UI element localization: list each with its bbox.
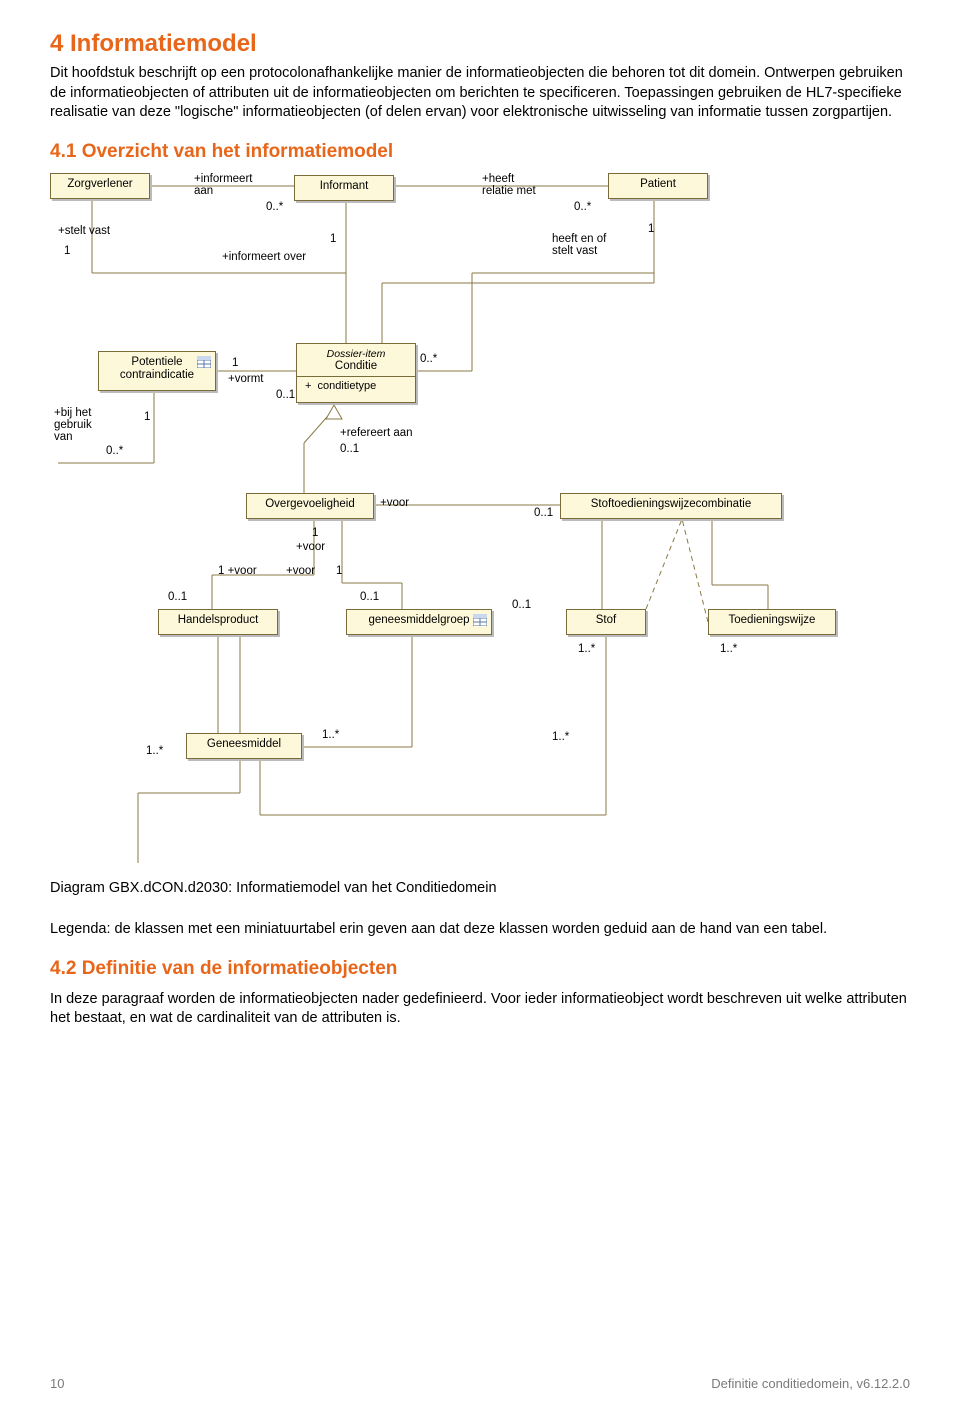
uml-label: 1..* (578, 643, 595, 655)
uml-label: 1 (144, 411, 150, 423)
uml-label: +heeftrelatie met (482, 173, 536, 197)
chapter-title: 4 Informatiemodel (50, 30, 910, 58)
uml-class-stofcombi: Stoftoedieningswijzecombinatie (560, 493, 782, 519)
mini-table-icon (473, 614, 487, 630)
uml-label: 1..* (146, 745, 163, 757)
uml-label: 1 (330, 233, 336, 245)
uml-class-potcontra: Potentielecontraindicatie (98, 351, 216, 391)
footer-page-number: 10 (50, 1376, 64, 1391)
page-footer: 10 Definitie conditiedomein, v6.12.2.0 (50, 1376, 910, 1391)
uml-label: +voor (286, 565, 315, 577)
document-page: 4 Informatiemodel Dit hoofdstuk beschrij… (0, 0, 960, 1415)
footer-doc-title: Definitie conditiedomein, v6.12.2.0 (711, 1376, 910, 1391)
uml-label: 1..* (552, 731, 569, 743)
uml-label: heeft en ofstelt vast (552, 233, 606, 257)
uml-label: 1 +voor (218, 565, 257, 577)
uml-label: 0..1 (276, 389, 295, 401)
uml-class-zorgverlener: Zorgverlener (50, 173, 150, 199)
uml-label: 1..* (322, 729, 339, 741)
uml-diagram: Zorgverlener Informant Patient Potentieleco… (42, 173, 912, 873)
uml-label: +stelt vast (58, 225, 110, 237)
uml-class-stof: Stof (566, 609, 646, 635)
mini-table-icon (197, 356, 211, 372)
uml-label: +vormt (228, 373, 263, 385)
uml-label: +refereert aan (340, 427, 413, 439)
uml-label: 1 (648, 223, 654, 235)
uml-class-overgev: Overgevoeligheid (246, 493, 374, 519)
uml-label: 1 (232, 357, 238, 369)
uml-class-patient: Patient (608, 173, 708, 199)
uml-label: +voor (380, 497, 409, 509)
uml-label: +bij hetgebruikvan (54, 407, 92, 443)
uml-label: 1 (64, 245, 70, 257)
uml-label: +voor (296, 541, 325, 553)
uml-label: 1 (312, 527, 318, 539)
uml-label: 1 (336, 565, 342, 577)
diagram-caption: Diagram GBX.dCON.d2030: Informatiemodel … (50, 879, 910, 899)
uml-label: 0..1 (360, 591, 379, 603)
uml-class-conditie: Dossier-itemConditie+ conditietype (296, 343, 416, 403)
uml-label: 0..1 (168, 591, 187, 603)
section-4-2-body: In deze paragraaf worden de informatieob… (50, 990, 910, 1029)
uml-label: 0..* (574, 201, 591, 213)
uml-class-geneesmiddel: Geneesmiddel (186, 733, 302, 759)
section-4-2-title: 4.2 Definitie van de informatieobjecten (50, 958, 910, 980)
uml-label: 0..* (106, 445, 123, 457)
uml-class-handelsprod: Handelsproduct (158, 609, 278, 635)
uml-label: +informeert over (222, 251, 306, 263)
uml-class-gmgroep: geneesmiddelgroep (346, 609, 492, 635)
chapter-intro: Dit hoofdstuk beschrijft op een protocol… (50, 64, 910, 123)
uml-label: 0..1 (534, 507, 553, 519)
uml-class-informant: Informant (294, 175, 394, 201)
uml-label: 0..* (266, 201, 283, 213)
section-4-1-title: 4.1 Overzicht van het informatiemodel (50, 141, 910, 163)
diagram-legenda: Legenda: de klassen met een miniatuurtab… (50, 920, 910, 940)
uml-label: 0..1 (340, 443, 359, 455)
uml-class-toedwijze: Toedieningswijze (708, 609, 836, 635)
uml-label: 1..* (720, 643, 737, 655)
uml-label: +informeertaan (194, 173, 252, 197)
uml-lines (42, 173, 912, 873)
uml-label: 0..1 (512, 599, 531, 611)
uml-label: 0..* (420, 353, 437, 365)
